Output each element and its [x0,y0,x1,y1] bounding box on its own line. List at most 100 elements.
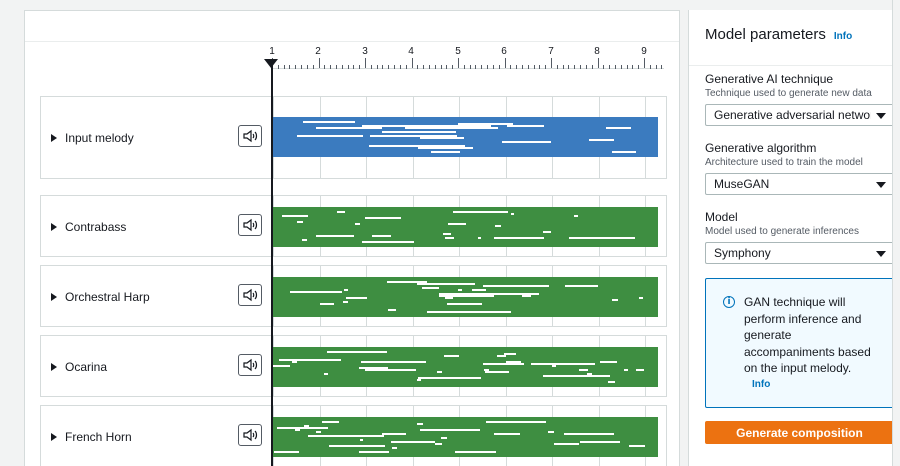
editor-toolbar [25,11,679,42]
note-bar [438,295,494,297]
ruler-tick [475,65,477,69]
ruler-tick [365,58,366,68]
note-bar [444,355,460,357]
note-bar [612,151,636,153]
note-bar [382,131,457,133]
note-bar [484,371,509,373]
info-alert: i GAN technique will perform inference a… [705,278,894,408]
note-bar [454,451,496,453]
note-bar [547,431,554,433]
panel-title: Model parameters Info [705,26,852,43]
model-select[interactable]: Symphony [705,242,894,264]
speaker-icon [243,129,258,143]
note-bar [439,293,446,295]
technique-select[interactable]: Generative adversarial networks [705,104,894,126]
note-bar [279,359,342,361]
generate-composition-button[interactable]: Generate composition [705,421,894,444]
measure-ruler[interactable]: 1 2 3 4 5 6 7 8 9 [25,44,679,78]
ruler-tick [283,65,285,69]
note-bar [443,293,506,295]
note-bar [371,235,392,237]
note-bar [530,363,595,365]
play-track-button[interactable] [238,354,262,376]
note-bar [277,427,329,429]
note-bar [493,433,520,435]
track-toggle[interactable]: Orchestral Harp [51,290,150,304]
track-toggle[interactable]: Input melody [51,131,134,145]
note-bar [361,241,415,243]
piano-roll[interactable] [273,417,658,457]
ruler-tick [614,65,616,69]
track-toggle[interactable]: Ocarina [51,360,107,374]
note-bar [311,435,320,437]
caret-down-icon [876,251,886,257]
model-parameters-panel: Model parameters Info Generative AI tech… [688,10,900,466]
note-bar [417,147,473,149]
ruler-tick [353,65,355,69]
ruler-tick [341,65,343,69]
expand-caret-icon [51,134,57,142]
algorithm-label: Generative algorithm [705,141,817,155]
note-bar [359,439,363,441]
ruler-tick [330,65,332,69]
piano-roll[interactable] [273,277,658,317]
algorithm-select[interactable]: MuseGAN [705,173,894,195]
track-toggle[interactable]: French Horn [51,430,132,444]
play-track-button[interactable] [238,214,262,236]
measure-number: 6 [501,46,507,57]
piano-roll[interactable] [273,207,658,247]
note-bar [588,139,615,141]
ruler-tick [324,65,326,69]
piano-roll[interactable] [273,117,658,157]
ruler-tick [423,65,425,69]
measure-number: 5 [455,46,461,57]
alert-info-link[interactable]: Info [752,379,771,390]
alert-message: GAN technique will perform inference and… [744,295,871,375]
note-bar [472,289,486,291]
note-bar [551,365,557,367]
note-bar [292,361,297,363]
info-icon: i [723,296,735,308]
info-link[interactable]: Info [833,31,853,42]
note-bar [316,235,355,237]
piano-roll[interactable] [273,347,658,387]
note-bar [297,221,304,223]
note-bar [345,297,368,299]
note-bar [636,369,644,371]
note-bar [273,365,291,367]
ruler-tick [609,65,611,69]
playhead-line[interactable] [271,59,273,466]
note-bar [554,443,579,445]
note-bar [458,123,513,125]
note-bar [281,215,309,217]
note-bar [320,303,334,305]
ruler-tick [301,65,303,69]
ruler-tick [638,65,640,69]
note-bar [361,361,427,363]
ruler-tick [574,65,576,69]
ruler-tick [568,65,570,69]
expand-caret-icon [51,293,57,301]
track-toggle[interactable]: Contrabass [51,220,126,234]
ruler-tick [533,65,535,69]
ruler-tick [521,65,523,69]
ruler-tick [335,65,337,69]
ruler-tick [388,65,390,69]
ruler-tick [655,65,657,69]
composition-editor: 1 2 3 4 5 6 7 8 9 Input melody Co [24,10,680,466]
note-bar [511,213,515,215]
note-bar [564,285,599,287]
note-bar [444,237,454,239]
model-value: Symphony [714,246,771,260]
play-track-button[interactable] [238,125,262,147]
panel-title-text: Model parameters [705,26,826,43]
note-bar [434,443,443,445]
scrollbar-edge [892,0,900,466]
algorithm-value: MuseGAN [714,177,770,191]
play-track-button[interactable] [238,424,262,446]
ruler-tick [312,65,314,69]
ruler-tick [516,65,518,69]
ruler-tick [434,65,436,69]
ruler-tick [394,65,396,69]
play-track-button[interactable] [238,284,262,306]
